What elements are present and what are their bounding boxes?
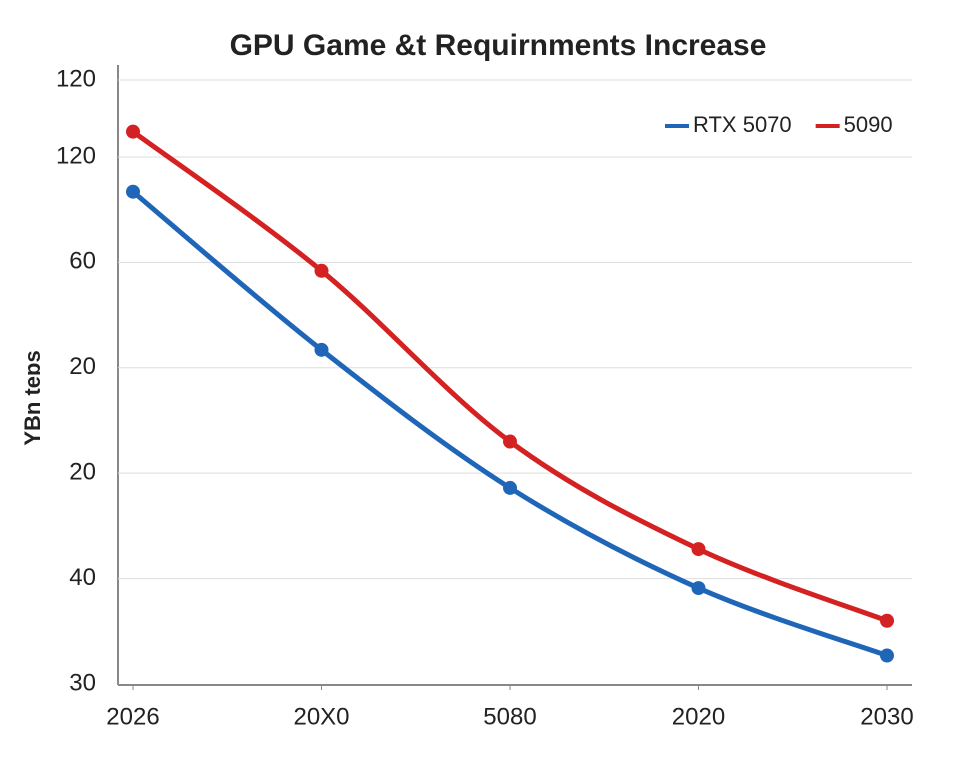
legend-label: RTX 5070 <box>693 112 792 137</box>
legend-label: 5090 <box>844 112 893 137</box>
point <box>314 263 329 278</box>
point <box>691 542 706 557</box>
point <box>691 581 706 596</box>
x-tick-label: 2026 <box>106 703 159 730</box>
x-tick-label: 2030 <box>860 703 913 730</box>
point <box>314 342 329 357</box>
y-tick-label: 120 <box>56 65 96 92</box>
y-tick-label: 20 <box>69 353 96 380</box>
y-axis-label: YBn teɒs <box>20 350 45 445</box>
point <box>503 480 517 495</box>
x-tick-label: 2020 <box>672 703 725 730</box>
y-tick-label: 60 <box>69 248 96 275</box>
point <box>880 648 894 663</box>
point <box>126 124 140 139</box>
series-line <box>131 189 888 658</box>
series-line <box>131 129 888 624</box>
y-tick-label: 120 <box>56 142 96 169</box>
x-tick-label: 20X0 <box>293 703 349 730</box>
y-tick-label: 40 <box>69 564 96 591</box>
y-tick-label: 20 <box>69 459 96 486</box>
point <box>880 613 894 628</box>
x-tick-label: 5080 <box>483 703 536 730</box>
chart-title: GPU Game &t Requirnments Increase <box>230 29 767 62</box>
point <box>126 184 140 199</box>
point <box>503 434 517 449</box>
y-tick-label: 30 <box>69 669 96 696</box>
